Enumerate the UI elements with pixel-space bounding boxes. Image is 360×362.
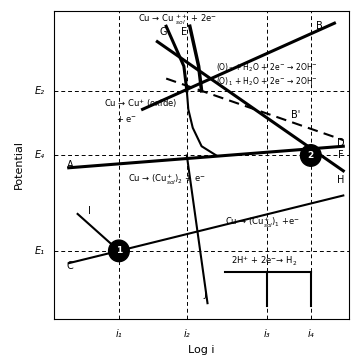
Text: Cu → Cu$^{+}$ (oxide): Cu → Cu$^{+}$ (oxide): [104, 97, 177, 110]
Text: D: D: [337, 138, 344, 148]
Text: 2: 2: [308, 151, 314, 160]
Text: Cu → Cu $^{++}_{sol}$ + 2e$^{-}$: Cu → Cu $^{++}_{sol}$ + 2e$^{-}$: [139, 13, 217, 27]
Text: G: G: [159, 28, 167, 37]
Text: 1: 1: [116, 247, 122, 255]
Text: C: C: [67, 261, 73, 271]
Text: + e$^{-}$: + e$^{-}$: [116, 114, 137, 123]
Text: E: E: [181, 28, 187, 37]
Text: E₂: E₂: [35, 86, 45, 96]
Text: Cu → (Cu$^{+}_{sol}$)$_1$ +e$^{-}$: Cu → (Cu$^{+}_{sol}$)$_1$ +e$^{-}$: [225, 216, 300, 230]
Text: Log i: Log i: [188, 345, 215, 355]
Text: i₂: i₂: [184, 329, 190, 339]
Text: Potential: Potential: [14, 140, 23, 189]
Text: A: A: [67, 160, 73, 170]
Text: i₁: i₁: [116, 329, 122, 339]
Text: F: F: [338, 151, 343, 160]
Text: 2H$^{+}$ + 2e$^{-}$→ H$_2$: 2H$^{+}$ + 2e$^{-}$→ H$_2$: [231, 255, 297, 268]
Text: (O)$_1$ + H$_2$O + 2e$^{-}$ → 2OH$^{-}$: (O)$_1$ + H$_2$O + 2e$^{-}$ → 2OH$^{-}$: [216, 75, 318, 88]
Text: i₄: i₄: [307, 329, 314, 339]
Text: I: I: [88, 206, 91, 216]
Text: J: J: [203, 289, 206, 299]
Text: B: B: [316, 21, 323, 31]
Text: H: H: [337, 175, 344, 185]
Text: Cu → (Cu$^{+}_{sol}$)$_2$ + e$^{-}$: Cu → (Cu$^{+}_{sol}$)$_2$ + e$^{-}$: [128, 173, 206, 187]
Text: (O)$_2$ + H$_2$O + 2e$^{-}$ → 2OH$^{-}$: (O)$_2$ + H$_2$O + 2e$^{-}$ → 2OH$^{-}$: [216, 62, 318, 74]
Text: B': B': [292, 110, 301, 121]
Text: E₁: E₁: [35, 246, 45, 256]
Text: E₄: E₄: [35, 151, 45, 160]
Circle shape: [301, 145, 321, 166]
Circle shape: [109, 240, 129, 262]
Text: i₃: i₃: [263, 329, 270, 339]
